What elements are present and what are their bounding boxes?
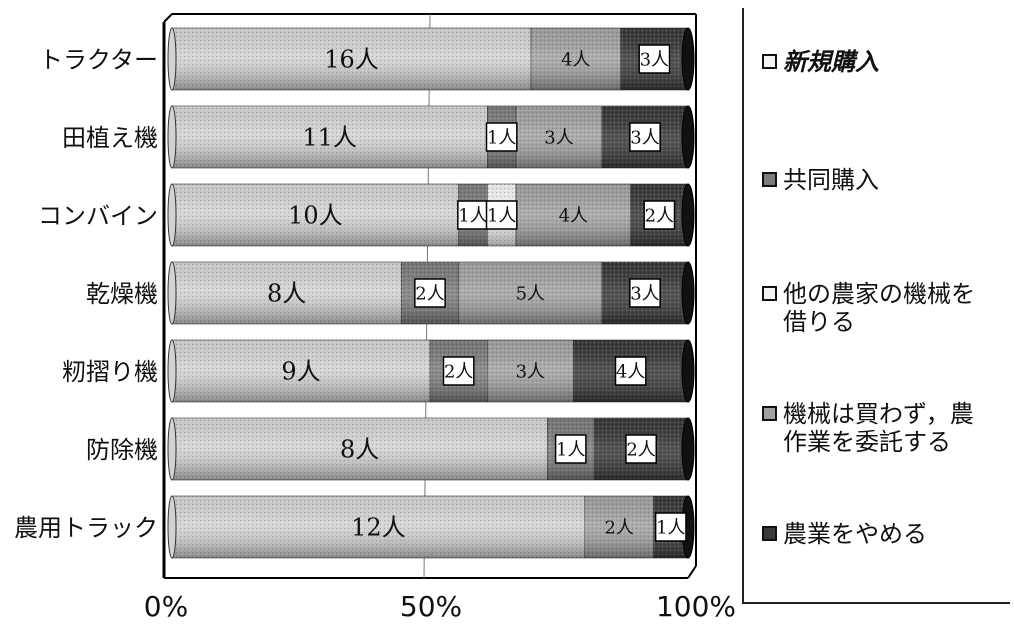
data-label: 1人 <box>487 127 516 148</box>
data-label-box <box>442 356 475 386</box>
data-label-box <box>629 122 661 152</box>
legend-swatch-3 <box>762 406 777 421</box>
data-label: 16人 <box>324 46 379 74</box>
bar-cap-left <box>167 105 177 169</box>
bar-cap-left <box>167 339 177 403</box>
data-label-box <box>554 434 587 464</box>
data-label: 2人 <box>626 439 655 460</box>
data-label: 2人 <box>604 517 633 538</box>
bar-cap-left <box>167 417 177 481</box>
data-label-box <box>629 278 661 308</box>
bar-row: 11人 1人 3人 3人 <box>167 105 695 169</box>
data-label-box <box>643 200 676 230</box>
bar-cap-left <box>167 495 177 559</box>
bar-cap-left <box>167 183 177 247</box>
bar-shading <box>172 496 688 558</box>
bar-row: 12人 2人 1人 <box>167 495 695 559</box>
data-label: 9人 <box>281 358 320 386</box>
data-label: 3人 <box>630 283 659 304</box>
legend-label-0: 新規購入 <box>783 48 879 76</box>
bar-shading <box>172 106 688 168</box>
data-label-box <box>614 356 647 386</box>
data-label-box <box>485 200 518 230</box>
data-label: 10人 <box>288 202 343 230</box>
legend: 新規購入 共同購入 他の農家の機械を 借りる 機械は買わず，農 作業を委託する … <box>742 8 1010 604</box>
legend-item-3: 機械は買わず，農 作業を委託する <box>762 400 1012 456</box>
data-label: 1人 <box>656 517 685 538</box>
data-label-box <box>625 434 658 464</box>
bar-row: 16人 4人 3人 <box>167 27 695 91</box>
bar-cap-right <box>681 339 695 403</box>
category-label: トラクター <box>39 46 158 74</box>
bar-cap-right <box>681 261 695 325</box>
data-label: 2人 <box>444 361 473 382</box>
category-label: 農用トラック <box>14 514 158 542</box>
bar-cap-right <box>681 105 695 169</box>
x-tick-label: 0% <box>144 590 188 623</box>
data-label: 3人 <box>640 49 669 70</box>
bar-cap-right <box>681 27 695 91</box>
data-label: 12人 <box>351 514 406 542</box>
data-label: 3人 <box>630 127 659 148</box>
category-label: 防除機 <box>86 436 158 464</box>
bar-shading <box>172 184 688 246</box>
bar-shading <box>172 28 688 90</box>
data-label: 4人 <box>561 49 590 70</box>
legend-swatch-2 <box>762 286 777 301</box>
top-corner-edge <box>163 13 173 23</box>
category-label: 籾摺り機 <box>62 358 158 386</box>
bar-cap-left <box>167 261 177 325</box>
data-label-box <box>414 278 446 308</box>
data-label: 4人 <box>559 205 588 226</box>
data-label: 3人 <box>544 127 573 148</box>
legend-label-4: 農業をやめる <box>783 520 927 548</box>
bar-row: 10人 1人 1人 4人 2人 <box>167 183 695 247</box>
category-label: 乾燥機 <box>86 280 158 308</box>
legend-swatch-1 <box>762 172 777 187</box>
legend-item-2: 他の農家の機械を 借りる <box>762 280 1012 336</box>
data-label: 4人 <box>616 361 645 382</box>
data-label: 2人 <box>645 205 674 226</box>
data-label-box <box>654 512 687 542</box>
data-label: 1人 <box>487 205 516 226</box>
legend-swatch-4 <box>762 526 777 541</box>
category-label: コンバイン <box>38 202 158 230</box>
data-label: 11人 <box>302 124 357 152</box>
legend-label-1: 共同購入 <box>783 166 879 194</box>
legend-label-3: 機械は買わず，農 作業を委託する <box>783 400 974 456</box>
legend-swatch-0 <box>762 54 777 69</box>
bar-shading <box>172 340 688 402</box>
bar-row: 8人 2人 5人 3人 <box>167 261 695 325</box>
bar-cap-left <box>167 27 177 91</box>
data-label-box <box>638 44 671 74</box>
x-tick-labels: 0% 50% 100% <box>144 590 736 623</box>
bar-shading <box>172 418 688 480</box>
data-label: 1人 <box>458 205 487 226</box>
data-label: 5人 <box>516 283 545 304</box>
data-label: 8人 <box>267 280 306 308</box>
data-label-box <box>485 122 518 152</box>
data-label: 3人 <box>516 361 545 382</box>
data-label: 1人 <box>556 439 585 460</box>
bar-cap-right <box>681 183 695 247</box>
legend-label-2: 他の農家の機械を 借りる <box>783 280 975 336</box>
data-label: 2人 <box>415 283 444 304</box>
category-label: 田植え機 <box>62 124 158 152</box>
legend-item-4: 農業をやめる <box>762 520 1012 548</box>
legend-item-0: 新規購入 <box>762 48 1012 76</box>
floor-right-edge <box>687 565 697 579</box>
legend-item-1: 共同購入 <box>762 166 1012 194</box>
x-tick-label: 50% <box>400 590 462 623</box>
x-tick-label: 100% <box>656 590 736 623</box>
bar-cap-right <box>681 417 695 481</box>
bar-row: 9人 2人 3人 4人 <box>167 339 695 403</box>
data-label: 8人 <box>340 436 379 464</box>
bar-row: 8人 1人 2人 <box>167 417 695 481</box>
